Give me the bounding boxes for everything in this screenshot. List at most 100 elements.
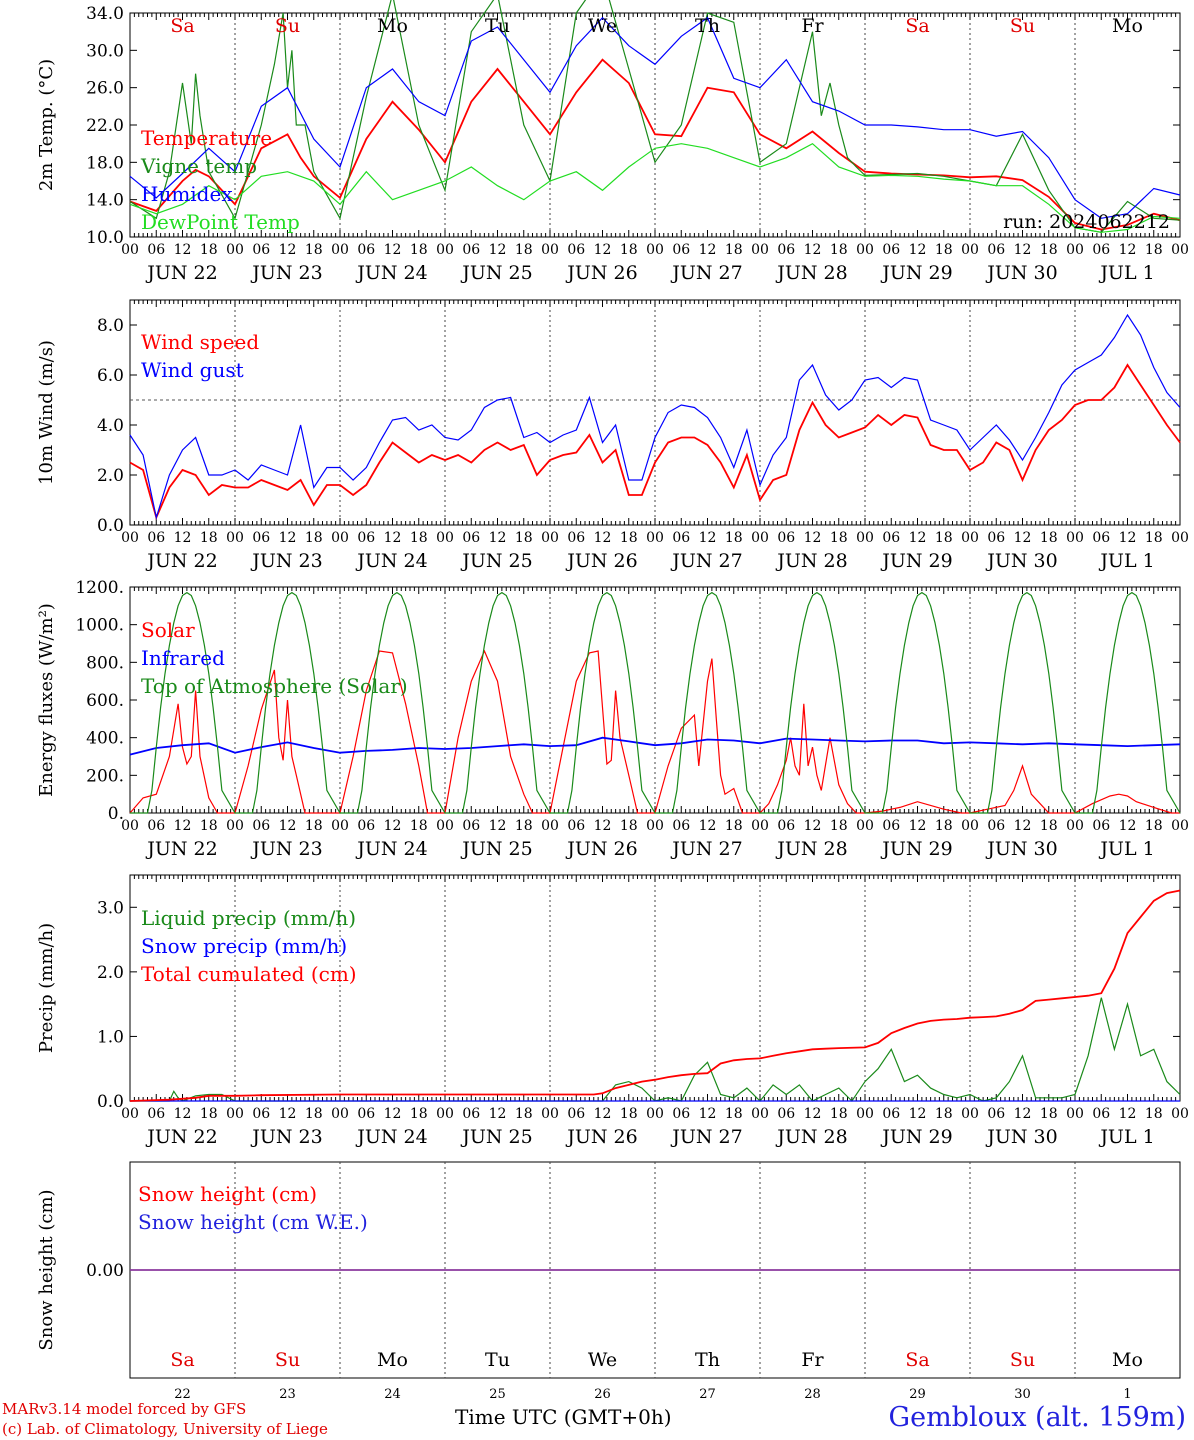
x-date-label: JUN 24 <box>355 262 427 284</box>
x-hour-label: 18 <box>725 818 743 834</box>
x-hour-label: 12 <box>804 530 822 546</box>
legend-entry: Total cumulated (cm) <box>141 962 357 986</box>
y-tick-label: 600. <box>86 691 124 711</box>
y-axis-label: Precip (mm/h) <box>36 923 57 1053</box>
x-hour-label: 18 <box>725 242 743 258</box>
panel-wind <box>129 299 1181 526</box>
x-hour-label: 18 <box>1145 818 1163 834</box>
x-hour-label: 06 <box>672 242 690 258</box>
x-hour-label: 18 <box>830 530 848 546</box>
x-hour-label: 00 <box>436 530 454 546</box>
x-hour-label: 18 <box>305 818 323 834</box>
x-hour-label: 00 <box>226 1106 244 1122</box>
x-hour-label: 18 <box>200 1106 218 1122</box>
x-hour-label: 18 <box>1145 530 1163 546</box>
y-tick-label: 4.0 <box>97 416 124 436</box>
x-hour-label: 00 <box>1171 818 1189 834</box>
weekday-label: We <box>588 15 617 37</box>
x-hour-label: 06 <box>462 818 480 834</box>
series-infrared <box>129 736 1181 756</box>
y-tick-label: 8.0 <box>97 316 124 336</box>
x-hour-label: 00 <box>856 242 874 258</box>
panel-precip <box>129 874 1181 1102</box>
x-hour-label: 00 <box>751 1106 769 1122</box>
x-hour-label: 00 <box>1066 1106 1084 1122</box>
x-hour-label: 00 <box>751 818 769 834</box>
x-hour-label: 00 <box>646 242 664 258</box>
legend-entry: Snow height (cm W.E.) <box>138 1210 368 1234</box>
x-hour-label: 00 <box>1171 1106 1189 1122</box>
legend-entry: Humidex <box>141 182 233 206</box>
x-hour-label: 18 <box>305 242 323 258</box>
x-hour-label: 00 <box>646 530 664 546</box>
x-hour-label: 00 <box>1171 530 1189 546</box>
x-date-label: JUN 26 <box>565 1126 637 1148</box>
x-hour-label: 12 <box>174 1106 192 1122</box>
x-hour-label: 18 <box>1145 1106 1163 1122</box>
x-hour-label: 12 <box>1119 1106 1137 1122</box>
legend-entry: Wind speed <box>141 330 259 354</box>
x-hour-label: 00 <box>331 242 349 258</box>
series-wind-speed <box>129 363 1181 521</box>
x-hour-label: 18 <box>515 530 533 546</box>
x-hour-label: 06 <box>252 242 270 258</box>
weekday-label: Sa <box>170 15 194 37</box>
x-hour-label: 12 <box>1014 1106 1032 1122</box>
weekday-label: We <box>588 1349 617 1371</box>
x-hour-label: 00 <box>226 818 244 834</box>
x-hour-label: 00 <box>856 530 874 546</box>
x-hour-label: 12 <box>279 242 297 258</box>
x-hour-label: 12 <box>594 818 612 834</box>
x-date-label: JUN 25 <box>460 262 532 284</box>
lab-credit: (c) Lab. of Climatology, University of L… <box>2 1420 328 1438</box>
x-date-label: JUL 1 <box>1098 262 1154 284</box>
day-number: 30 <box>1014 1387 1031 1402</box>
y-tick-label: 0.0 <box>97 1092 124 1112</box>
run-label: run: 2024062212 <box>1003 211 1170 233</box>
x-hour-label: 06 <box>252 530 270 546</box>
x-hour-label: 06 <box>672 530 690 546</box>
x-hour-label: 06 <box>357 1106 375 1122</box>
x-hour-label: 06 <box>357 242 375 258</box>
x-hour-label: 18 <box>1040 242 1058 258</box>
x-hour-label: 06 <box>1092 1106 1110 1122</box>
x-hour-label: 06 <box>672 818 690 834</box>
x-hour-label: 00 <box>121 242 139 258</box>
x-hour-label: 12 <box>489 242 507 258</box>
weekday-label: Su <box>275 15 300 37</box>
day-number: 26 <box>594 1387 611 1402</box>
x-hour-label: 00 <box>751 242 769 258</box>
x-hour-label: 12 <box>909 242 927 258</box>
station-name: Gembloux (alt. 159m) <box>888 1402 1186 1433</box>
x-hour-label: 06 <box>567 530 585 546</box>
x-hour-label: 12 <box>909 530 927 546</box>
x-date-label: JUN 28 <box>775 262 847 284</box>
day-number: 25 <box>489 1387 506 1402</box>
x-hour-label: 12 <box>174 242 192 258</box>
x-hour-label: 00 <box>331 530 349 546</box>
x-hour-label: 06 <box>147 818 165 834</box>
x-hour-label: 12 <box>594 1106 612 1122</box>
series-dewpoint-temp <box>129 142 1181 233</box>
x-date-label: JUN 26 <box>565 262 637 284</box>
x-hour-label: 18 <box>200 818 218 834</box>
weekday-label: Tu <box>485 1349 510 1371</box>
x-date-label: JUN 23 <box>250 550 322 572</box>
x-date-label: JUN 29 <box>880 838 952 860</box>
y-axis-label: 10m Wind (m/s) <box>36 340 57 485</box>
weekday-label: Th <box>695 1349 720 1371</box>
x-hour-label: 00 <box>646 1106 664 1122</box>
x-hour-label: 00 <box>436 242 454 258</box>
x-date-label: JUN 30 <box>985 838 1057 860</box>
series-humidex <box>129 16 1181 219</box>
x-date-label: JUN 30 <box>985 550 1057 572</box>
x-hour-label: 06 <box>252 1106 270 1122</box>
y-tick-label: 10.0 <box>86 228 124 248</box>
x-hour-label: 12 <box>1014 242 1032 258</box>
x-hour-label: 18 <box>620 1106 638 1122</box>
x-date-label: JUN 25 <box>460 1126 532 1148</box>
weekday-label: Mo <box>377 15 408 37</box>
x-hour-label: 06 <box>777 1106 795 1122</box>
x-hour-label: 18 <box>725 530 743 546</box>
x-date-label: JUN 25 <box>460 838 532 860</box>
